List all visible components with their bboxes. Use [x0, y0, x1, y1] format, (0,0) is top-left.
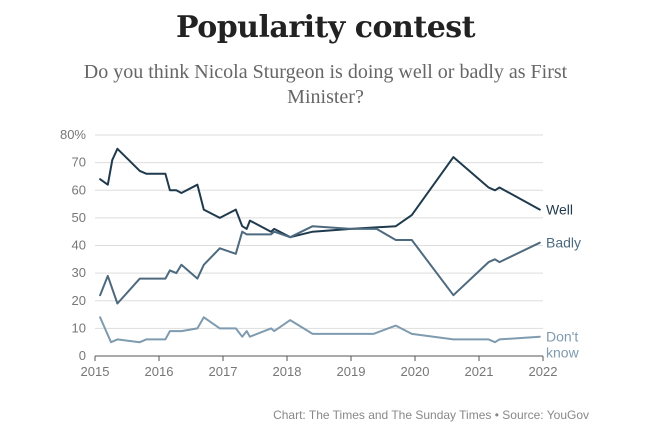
- x-tick-label: 2018: [273, 364, 302, 379]
- y-tick-label: 30: [72, 265, 86, 280]
- x-tick-label: 2020: [401, 364, 430, 379]
- y-tick-label: 10: [72, 320, 86, 335]
- y-tick-label: 40: [72, 238, 86, 253]
- series-label-well: Well: [546, 202, 573, 218]
- y-tick-label: 0: [79, 348, 86, 363]
- y-tick-label: 60: [72, 182, 86, 197]
- y-tick-label: 80%: [60, 127, 86, 142]
- series-label-dont-know: Don't know: [546, 329, 580, 361]
- y-axis-ticks: 0 10 20 30 40 50 60 70 80%: [60, 127, 86, 363]
- chart-source: Chart: The Times and The Sunday Times • …: [273, 408, 589, 422]
- x-tick-label: 2016: [145, 364, 174, 379]
- y-tick-label: 20: [72, 293, 86, 308]
- x-tick-label: 2019: [337, 364, 366, 379]
- chart-title: Popularity contest: [175, 10, 476, 45]
- y-tick-label: 50: [72, 210, 86, 225]
- series-labels: Well Badly Don't know: [546, 202, 581, 361]
- x-tick-label: 2021: [465, 364, 494, 379]
- series-lines: [99, 147, 541, 344]
- x-axis: 2015 2016 2017 2018 2019 2020 2021 2022: [81, 355, 558, 379]
- series-line-well: [99, 147, 541, 239]
- x-tick-label: 2022: [529, 364, 558, 379]
- x-tick-label: 2017: [209, 364, 238, 379]
- series-line-dont-know: [99, 316, 541, 344]
- series-label-badly: Badly: [546, 235, 581, 251]
- y-tick-label: 70: [72, 155, 86, 170]
- x-tick-label: 2015: [81, 364, 110, 379]
- chart-subtitle: Do you think Nicola Sturgeon is doing we…: [83, 61, 568, 108]
- series-line-badly: [99, 225, 541, 305]
- gridlines: [95, 134, 543, 329]
